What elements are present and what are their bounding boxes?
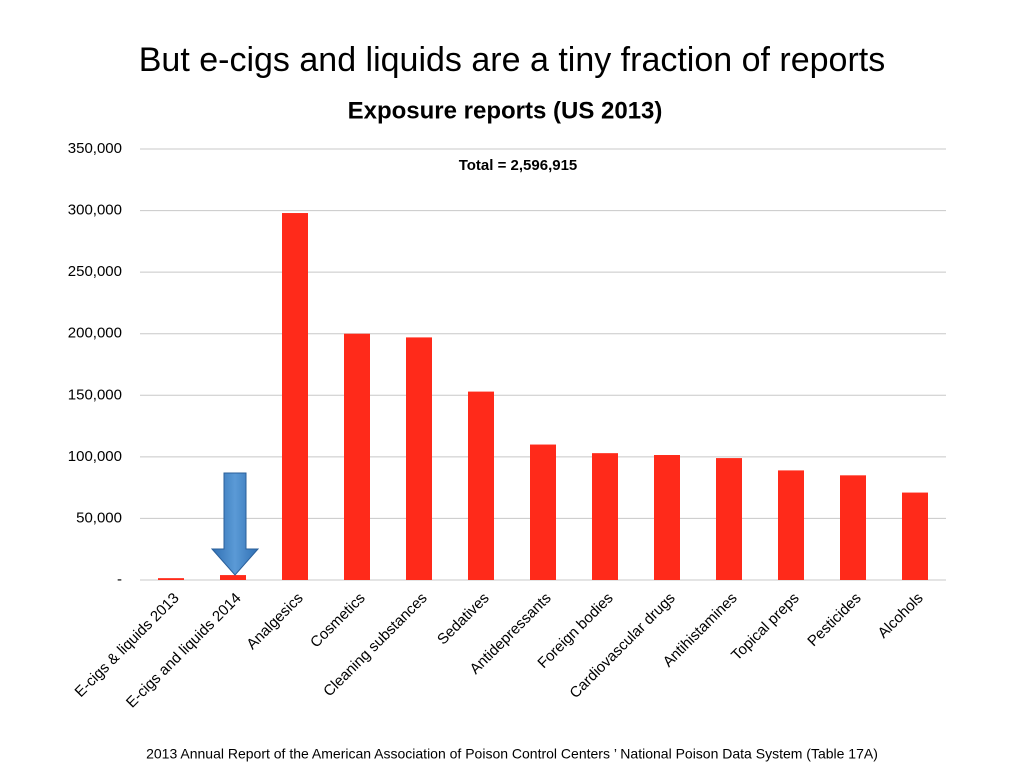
- x-tick-label: Pesticides: [804, 590, 864, 650]
- chart-title: But e-cigs and liquids are a tiny fracti…: [139, 41, 886, 79]
- bar: [778, 470, 804, 580]
- y-tick-label: 300,000: [68, 202, 122, 219]
- x-tick-label: E-cigs & liquids 2013: [72, 590, 183, 701]
- annotation: Total = 2,596,915: [459, 157, 578, 174]
- bar: [344, 333, 370, 580]
- x-tick-label: Alcohols: [875, 590, 927, 642]
- bar: [406, 337, 432, 580]
- bar: [530, 444, 556, 580]
- bar: [902, 492, 928, 580]
- bar: [282, 213, 308, 580]
- bar: [220, 575, 246, 580]
- bar: [468, 391, 494, 580]
- bar: [840, 475, 866, 580]
- bar: [592, 453, 618, 580]
- y-tick-label: 250,000: [68, 263, 122, 280]
- y-tick-label: 100,000: [68, 448, 122, 465]
- x-tick-label: Analgesics: [243, 590, 306, 653]
- source-note: 2013 Annual Report of the American Assoc…: [146, 746, 878, 762]
- bar: [158, 578, 184, 580]
- bar: [654, 455, 680, 580]
- x-tick-label: Cardiovascular drugs: [566, 590, 678, 702]
- x-tick-label: Sedatives: [434, 590, 493, 649]
- y-tick-label: 200,000: [68, 325, 122, 342]
- chart-subtitle: Exposure reports (US 2013): [348, 97, 663, 124]
- y-tick-label: 350,000: [68, 140, 122, 157]
- y-tick-label: 50,000: [76, 509, 122, 526]
- plot-area: - 50,000 100,000 150,000 200,000 250,000 300,0…: [68, 140, 946, 711]
- y-tick-label: -: [117, 571, 122, 588]
- x-tick-label: E-cigs and liquids 2014: [123, 590, 245, 712]
- x-tick-label: Cleaning substances: [320, 590, 430, 700]
- bar: [716, 458, 742, 580]
- y-tick-label: 150,000: [68, 386, 122, 403]
- x-tick-label: Cosmetics: [307, 590, 369, 652]
- arrow-pointer: [210, 472, 260, 576]
